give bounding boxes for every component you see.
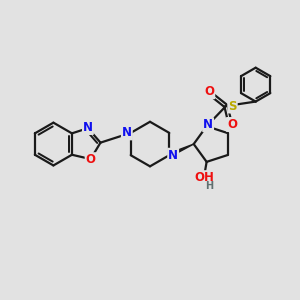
Text: N: N <box>203 118 213 131</box>
Text: N: N <box>83 121 93 134</box>
Text: OH: OH <box>194 171 214 184</box>
Text: O: O <box>204 85 214 98</box>
Text: N: N <box>168 149 178 162</box>
Text: O: O <box>85 153 96 166</box>
Text: N: N <box>122 126 132 140</box>
Text: O: O <box>227 118 237 131</box>
Text: S: S <box>228 100 237 112</box>
Text: H: H <box>205 181 213 190</box>
Polygon shape <box>169 144 194 157</box>
